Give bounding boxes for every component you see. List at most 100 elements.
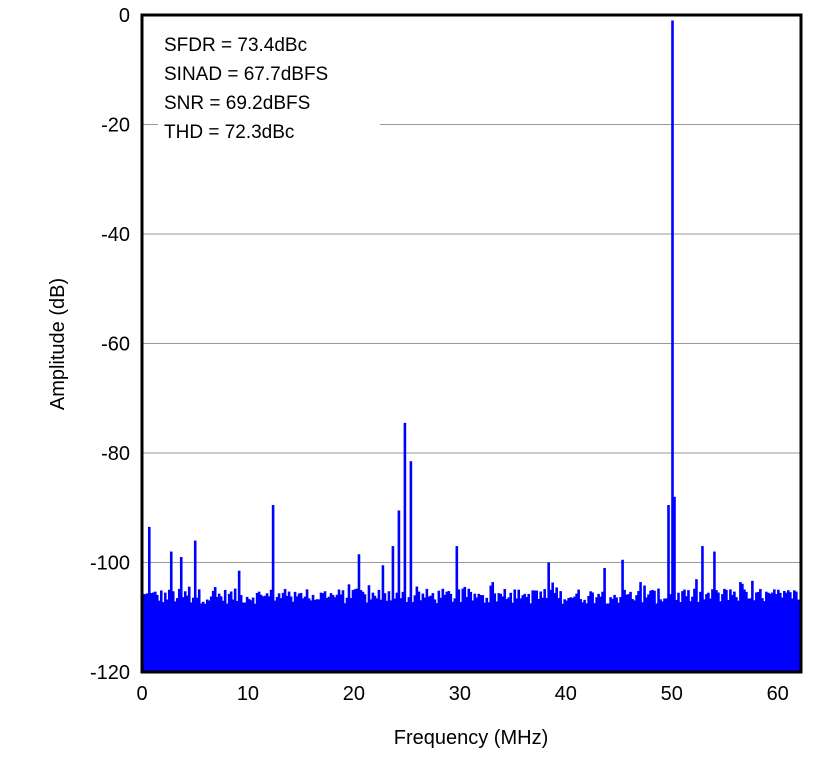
spectrum-bar [157,600,161,672]
spectrum-bar [469,591,473,672]
spectrum-bar [431,593,435,672]
y-tick-label: -60 [101,334,130,356]
spectrum-bar [455,546,459,672]
spectrum-bar [319,592,323,672]
spectrum-bar [391,546,395,672]
spectrum-bar [501,596,505,672]
spectrum-bar [153,591,157,672]
spectrum-bar [655,603,658,672]
spectrum-bar [465,597,469,672]
spectrum-bar [171,591,175,672]
spectrum-bar [449,593,453,672]
spectrum-bar [715,590,718,672]
spectrum-bar [539,591,542,672]
stat-sfdr: SFDR = 73.4dBc [164,35,307,56]
spectrum-bar [595,597,598,672]
spectrum-bar [625,594,628,672]
spectrum-bar [379,599,383,672]
spectrum-bar [609,597,612,672]
spectrum-bar [761,598,764,672]
spectrum-bar [493,593,497,672]
spectrum-bar [439,597,443,672]
spectrum-bar [375,598,379,672]
spectrum-bar [363,594,367,672]
spectrum-bar [641,602,644,672]
spectrum-bar [249,600,253,672]
spectrum-bar [661,601,664,672]
spectrum-bar [497,593,501,672]
spectrum-bar [687,590,690,672]
x-ticks: 0 10 20 30 40 50 60 [136,683,788,705]
spectrum-bar [377,589,381,672]
spectrum-bar [239,595,243,672]
spectrum-bar [477,593,481,672]
spectrum-bar [597,593,600,672]
y-ticks: 0 -20 -40 -60 -80 -100 -120 [90,5,130,684]
spectrum-bar [201,601,205,672]
spectrum-bar [293,591,297,672]
spectrum-bar [747,598,750,672]
spectrum-bar [635,595,638,672]
spectrum-bar [149,592,153,672]
spectrum-bar [163,592,167,672]
spectrum-bar [727,599,730,672]
spectrum-bar [753,600,756,672]
spectrum-bar [699,591,702,672]
spectrum-bar [173,601,177,672]
spectrum-bar [421,593,425,672]
spectrum-bar [271,505,275,672]
spectrum-bar [543,589,546,672]
spectrum-bar [373,595,377,672]
spectrum-bar [227,593,231,672]
spectrum-bar [233,588,237,672]
spectrum-bars [142,20,802,673]
spectrum-bar [453,598,457,672]
spectrum-bar [331,594,335,672]
spectrum-bar [467,588,471,672]
spectrum-bar [161,602,165,672]
spectrum-bar [633,600,636,672]
spectrum-bar [613,594,616,672]
spectrum-bar [599,596,602,672]
spectrum-bar [211,590,215,672]
spectrum-bar [565,600,568,672]
spectrum-bar [587,595,590,672]
spectrum-bar [461,588,465,672]
spectrum-bar [677,592,680,672]
spectrum-bar [283,588,287,672]
spectrum-bar [639,582,642,672]
spectrum-bar [645,597,648,672]
spectrum-bar [383,593,387,672]
spectrum-bar [313,599,317,672]
spectrum-bar [509,592,513,672]
spectrum-bar [199,603,203,672]
spectrum-bar [181,597,185,672]
spectrum-bar [793,590,796,672]
spectrum-bar [147,526,151,672]
spectrum-bar [671,20,674,673]
spectrum-bar [557,598,560,672]
spectrum-bar [309,600,313,672]
spectrum-bar [601,591,604,672]
spectrum-bar [365,602,369,672]
y-tick-label: 0 [119,5,130,27]
spectrum-bar [323,591,327,672]
spectrum-bar [305,589,309,672]
spectrum-bar [219,596,223,672]
spectrum-bar [451,601,455,672]
spectrum-bar [217,593,221,672]
spectrum-bar [573,596,576,672]
spectrum-bar [473,593,477,672]
spectrum-bar [411,602,415,672]
spectrum-bar [691,596,694,672]
spectrum-bar [425,588,429,672]
spectrum-bar [155,594,159,672]
spectrum-bar [203,603,207,672]
spectrum-bar [737,600,740,672]
spectrum-bar [603,567,606,672]
spectrum-bar [511,602,515,672]
spectrum-bar [773,589,776,672]
spectrum-bar [481,595,485,672]
spectrum-bar [369,599,373,672]
spectrum-bar [223,589,227,672]
